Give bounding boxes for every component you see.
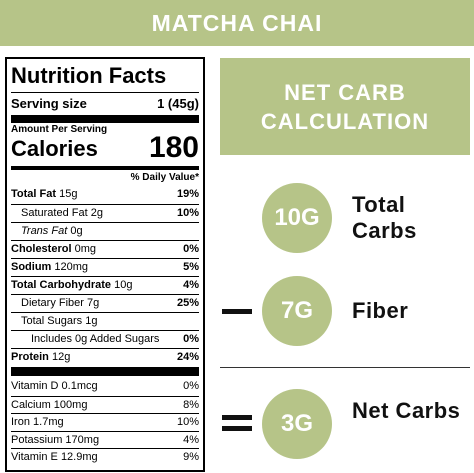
nutrient-row: Total Fat 15g 19%	[11, 186, 199, 203]
daily-value: 0%	[183, 333, 199, 345]
minus-sign	[222, 309, 252, 314]
serving-size-label: Serving size	[11, 96, 87, 111]
vitamin-name: Vitamin D	[11, 380, 59, 392]
daily-value: 4%	[183, 279, 199, 291]
vitamin-amount: 1.7mg	[33, 416, 64, 428]
daily-value: 24%	[176, 351, 199, 363]
nutrient-amount: 0g	[70, 225, 83, 237]
page-title: MATCHA CHAI	[151, 9, 323, 36]
nutrient-amount: 120mg	[54, 261, 89, 273]
vitamin-name: Iron	[11, 416, 30, 428]
rule	[11, 92, 199, 93]
daily-value: 5%	[183, 261, 199, 273]
nutrient-row: Total Sugars 1g	[11, 312, 199, 330]
vitamin-amount: 12.9mg	[60, 451, 98, 463]
vitamin-row: Potassium 170mg 4%	[11, 430, 199, 449]
daily-value: 0%	[183, 380, 199, 392]
daily-value: 9%	[183, 451, 199, 463]
banner: MATCHA CHAI	[0, 0, 474, 46]
nutrient-name: Sodium	[11, 261, 52, 273]
nutrient-amount: 1g	[85, 315, 98, 327]
vitamin-name: Vitamin E	[11, 451, 58, 463]
nutrient-name: Total Fat	[11, 188, 57, 200]
daily-value: 4%	[183, 433, 199, 446]
nutrient-amount: 7g	[87, 297, 100, 309]
calories-label: Calories	[11, 136, 98, 161]
nutrient-name: Dietary Fiber	[21, 297, 84, 309]
vitamin-name: Potassium	[11, 433, 63, 446]
nutrient-row: Saturated Fat 2g 10%	[11, 204, 199, 222]
nutrient-amount: 12g	[51, 351, 71, 363]
rule	[11, 115, 199, 123]
vitamin-row: Vitamin D 0.1mcg 0%	[11, 378, 199, 395]
vitamin-amount: 100mg	[53, 398, 88, 411]
nutrient-row: Cholesterol 0mg 0%	[11, 240, 199, 258]
vitamin-row: Vitamin E 12.9mg 9%	[11, 448, 199, 466]
daily-value: 10%	[176, 416, 199, 428]
vitamin-row: Calcium 100mg 8%	[11, 395, 199, 414]
nutrient-amount: 10g	[114, 279, 133, 291]
value-circle: 3G	[262, 389, 332, 459]
daily-value: 19%	[176, 188, 199, 200]
calc-title: NET CARB CALCULATION	[260, 79, 430, 134]
value-circle: 7G	[262, 276, 332, 346]
nutrient-row: Trans Fat 0g	[11, 222, 199, 240]
nutrient-row: Dietary Fiber 7g 25%	[11, 294, 199, 312]
value-label: Fiber	[352, 298, 409, 323]
label-title: Nutrition Facts	[11, 63, 167, 88]
value-label: Total Carbs	[352, 192, 417, 243]
nutrient-name: Protein	[11, 351, 49, 363]
nutrient-amount: 0mg	[74, 243, 96, 255]
nutrient-name: Saturated Fat	[21, 207, 88, 219]
amount-per-serving: Amount Per Serving	[11, 124, 108, 135]
divider	[220, 367, 470, 368]
vitamin-row: Iron 1.7mg 10%	[11, 413, 199, 431]
nutrient-name: Trans Fat	[21, 225, 68, 237]
rule	[11, 367, 199, 376]
nutrient-amount: 15g	[59, 188, 78, 200]
nutrient-name: Cholesterol	[11, 243, 72, 255]
equals-sign	[222, 415, 252, 420]
serving-size: 1 (45g)	[157, 96, 199, 111]
value-label: Net Carbs	[352, 398, 461, 423]
nutrient-row: Sodium 120mg 5%	[11, 258, 199, 276]
nutrient-row: Total Carbohydrate 10g 4%	[11, 276, 199, 294]
nutrient-row: Includes 0g Added Sugars 0%	[11, 330, 199, 348]
calories: 180	[148, 131, 199, 164]
nutrient-amount: 2g	[90, 207, 103, 219]
nutrient-name: Total Carbohydrate	[11, 279, 112, 291]
equals-sign	[222, 426, 252, 431]
nutrient-row: Protein 12g 24%	[11, 348, 199, 366]
daily-value: 10%	[176, 207, 199, 219]
daily-value: 8%	[183, 398, 199, 411]
vitamin-amount: 0.1mcg	[61, 380, 98, 392]
value-circle: 10G	[262, 183, 332, 253]
nutrient-name: Includes 0g Added Sugars	[31, 333, 160, 345]
daily-value: 25%	[176, 297, 199, 309]
daily-value-header: % Daily Value*	[130, 172, 199, 183]
vitamin-amount: 170mg	[65, 433, 100, 446]
calc-header: NET CARB CALCULATION	[220, 58, 470, 155]
vitamin-name: Calcium	[11, 398, 51, 411]
nutrient-name: Total Sugars	[21, 315, 83, 327]
rule	[11, 166, 199, 170]
nutrition-label: Nutrition Facts Serving size 1 (45g) Amo…	[5, 57, 205, 472]
daily-value: 0%	[183, 243, 199, 255]
